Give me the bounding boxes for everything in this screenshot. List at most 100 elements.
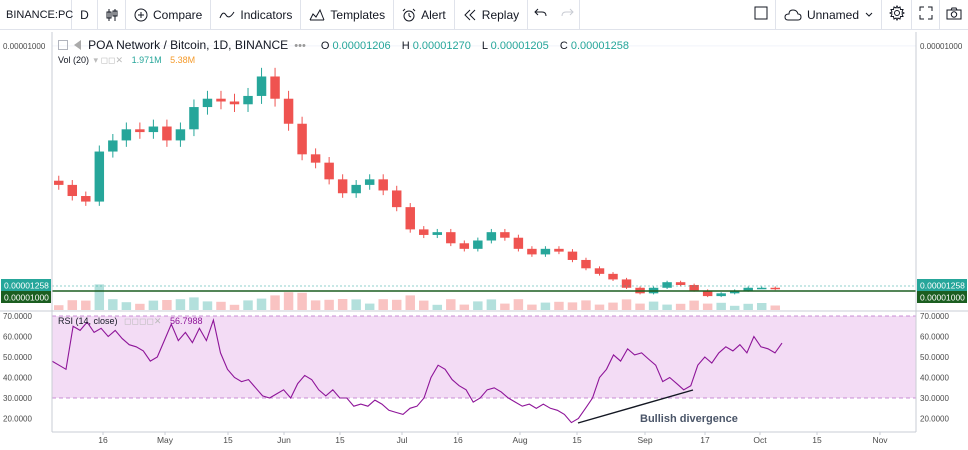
settings-button[interactable] [882,0,912,30]
last-price-tag-right: 0.00001258 [917,279,967,291]
candle-body [527,248,537,255]
volume-bar [189,297,199,310]
candle-body [121,129,132,141]
candle-body [351,184,361,194]
volume-bar [513,299,524,310]
volume-bar [378,299,388,310]
templates-button[interactable]: Templates [301,0,395,30]
compare-button[interactable]: Compare [126,0,212,30]
undo-icon [534,7,548,22]
rsi-band [52,316,916,398]
volume-bar [432,304,443,310]
time-axis[interactable]: 16 May 15 Jun 15 Jul 16 Aug 15 Sep 17 Oct 15 Nov [98,432,888,445]
collapse-arrow-icon[interactable] [58,40,68,50]
rsi-tick-label: 40.0000 [920,374,949,383]
rsi-legend-buttons-icon[interactable]: ◻◻◻◻✕ [124,316,162,326]
volume-bar [648,301,659,310]
volume-bar [756,303,767,310]
time-tick-label: 15 [223,435,233,445]
candle-body [770,287,780,290]
candle-body [567,251,578,260]
candle-body [405,207,415,230]
legend-more-icon[interactable]: ••• [294,40,306,52]
rsi-tick-label: 50.0000 [920,353,949,362]
volume-bar [459,304,470,310]
candle-body [81,196,91,202]
symbol-icon [74,40,82,50]
candles-icon [105,8,119,22]
divergence-trendline[interactable] [577,389,694,424]
rsi-tick-label: 70.0000 [920,312,949,321]
candle-body [621,279,632,288]
candle-body [662,282,672,288]
candle-body [419,229,429,235]
candle-body [608,273,618,280]
chart-canvas[interactable]: 0.000010000.000020000.000030000.00004000… [0,30,968,450]
candle-body [554,248,564,252]
legend-open-value: 0.00001206 [332,40,391,52]
volume-legend-title[interactable]: Vol (20) [58,55,90,65]
rsi-tick-label: 20.0000 [920,415,949,424]
undo-button[interactable] [528,0,554,30]
candle-body [500,232,510,238]
chart-type-button[interactable] [98,0,126,30]
volume-bar [364,303,375,310]
volume-bar [391,299,402,310]
time-tick-label: Nov [872,435,888,445]
candle-body [229,101,240,105]
time-tick-label: 15 [572,435,582,445]
layout-name-button[interactable]: Unnamed [776,0,882,30]
volume-bar [135,303,145,310]
replay-button[interactable]: Replay [455,0,529,30]
candle-body [310,154,321,163]
legend-title[interactable]: POA Network / Bitcoin, 1D, BINANCE [88,38,289,52]
rsi-legend-title[interactable]: RSI (14, close) [58,316,118,326]
indicators-button[interactable]: Indicators [211,0,302,30]
rsi-axis-right: 20.0000 30.0000 40.0000 50.0000 60.0000 70.00… [920,312,949,424]
legend-buttons-icon[interactable]: ▾ ◻◻✕ [93,55,124,65]
fullscreen-button[interactable] [912,0,940,30]
time-tick-label: Jul [397,435,408,445]
snapshot-button[interactable] [940,0,968,30]
volume-bar [540,302,551,310]
candle-body [581,259,591,269]
volume-bar [351,299,361,310]
volume-bar [148,300,159,310]
candle-body [270,76,280,99]
price-grid [52,45,916,47]
symbol-search-button[interactable]: BINANCE:PC [0,0,73,30]
time-tick-label: 16 [453,435,463,445]
candle-body [391,190,402,208]
fullscreen-layout-button[interactable] [748,0,776,30]
volume-bar [94,284,105,310]
line-price-text-left: 0.00001000 [4,293,49,303]
candle-body [297,123,307,155]
volume-bar [175,299,186,310]
alert-button[interactable]: Alert [394,0,455,30]
candle-body [175,129,186,141]
plus-circle-icon [134,8,148,22]
time-tick-label: 15 [812,435,822,445]
candle-body [675,282,686,285]
candle-body [473,240,483,249]
candle-body [216,98,226,102]
divergence-label[interactable]: Bullish divergence [640,413,738,425]
candle-body [108,140,118,152]
candle-body [135,129,145,133]
price-pane[interactable] [52,32,916,310]
square-icon [754,6,768,23]
interval-button[interactable]: D [72,0,98,30]
volume-bar [419,300,429,310]
candle-body [729,290,740,294]
gear-icon [888,4,905,24]
rsi-tick-label: 30.0000 [3,394,32,403]
rsi-tick-label: 20.0000 [3,415,32,424]
chevron-down-icon [865,12,873,18]
line-price-tag-left: 0.00001000 [1,291,51,303]
time-tick-label: Sep [637,435,652,445]
candle-body [162,126,172,141]
candle-body [486,232,497,241]
legend-high-label: H [401,40,410,52]
volume-bar [729,305,740,310]
redo-button[interactable] [554,0,581,30]
